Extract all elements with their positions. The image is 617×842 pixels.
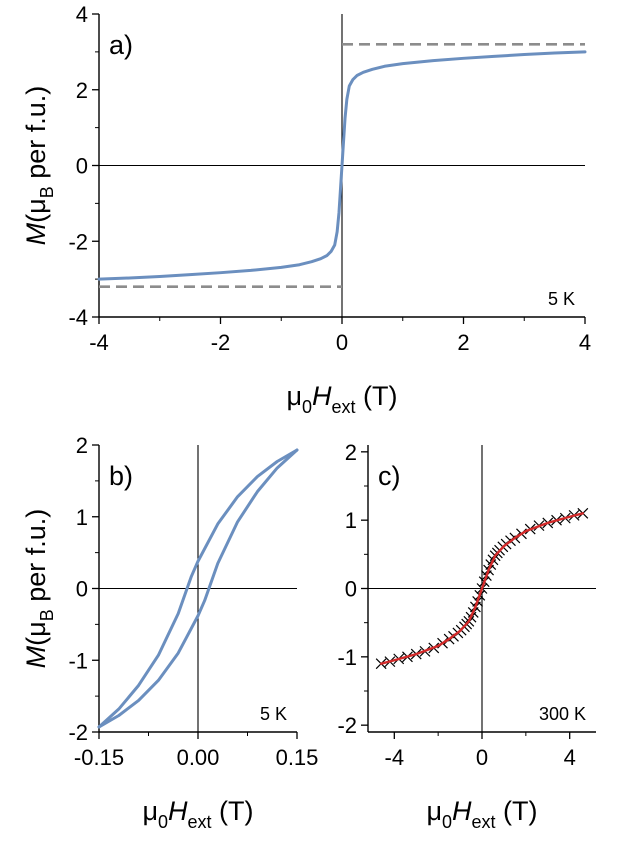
temperature-label: 300 K [539, 704, 586, 724]
series-line-ascending-branch [97, 448, 299, 729]
y-label-post: per f.u.) [21, 509, 51, 610]
x-tick-label: 0 [336, 330, 348, 355]
x-label-h-sub: ext [332, 397, 356, 417]
x-label-unit: (T) [356, 381, 398, 411]
x-label-mu: μ [426, 796, 442, 826]
y-tick-label: -1 [68, 648, 88, 673]
temperature-label: 5 K [260, 704, 287, 724]
y-tick-label: 2 [76, 78, 88, 103]
x-label-h-sub: ext [472, 812, 496, 832]
y-label-post: per f.u.) [21, 86, 51, 187]
y-tick-label: 0 [345, 577, 357, 602]
x-axis-label: μ0Hext (T) [286, 381, 397, 417]
y-label-m: M [21, 645, 51, 668]
x-tick-label: 2 [457, 330, 469, 355]
y-tick-label: -1 [337, 645, 357, 670]
y-label-sub: B [37, 609, 57, 621]
y-tick-label: -2 [337, 713, 357, 738]
x-label-h-sub: ext [188, 812, 212, 832]
x-label-mu: μ [286, 381, 302, 411]
y-tick-label: -2 [68, 720, 88, 745]
x-axis-label: μ0Hext (T) [426, 796, 537, 832]
y-label-paren: (μ [21, 198, 51, 223]
x-label-mu-sub: 0 [442, 812, 452, 832]
y-tick-label: 0 [76, 154, 88, 179]
x-tick-label: -4 [385, 745, 405, 770]
series-line-fit [379, 512, 585, 665]
x-tick-label: -4 [89, 330, 109, 355]
x-tick-label: 0 [476, 745, 488, 770]
y-tick-label: -2 [68, 229, 88, 254]
y-tick-label: 2 [345, 440, 357, 465]
y-tick-label: -4 [68, 305, 88, 330]
panel-label: b) [109, 461, 133, 491]
temperature-label: 5 K [548, 289, 575, 309]
y-tick-label: 2 [76, 433, 88, 458]
panel-label: a) [109, 30, 133, 60]
y-tick-label: 0 [76, 577, 88, 602]
series-line-descending-branch [97, 448, 299, 729]
x-label-h: H [168, 796, 188, 826]
y-axis-label: M(μB per f.u.) [21, 86, 57, 246]
x-tick-label: 4 [579, 330, 591, 355]
series-line-M(H)-5-K [97, 50, 587, 281]
x-tick-label: 0.00 [177, 745, 220, 770]
x-tick-label: -2 [211, 330, 231, 355]
y-tick-label: 1 [76, 505, 88, 530]
y-tick-label: 1 [345, 508, 357, 533]
x-label-mu-sub: 0 [158, 812, 168, 832]
x-tick-label: -0.15 [74, 745, 124, 770]
y-label-m: M [21, 222, 51, 245]
x-label-h: H [312, 381, 332, 411]
x-label-mu: μ [142, 796, 158, 826]
y-tick-label: 4 [76, 2, 88, 27]
x-label-h: H [452, 796, 472, 826]
x-label-unit: (T) [212, 796, 254, 826]
x-tick-label: 4 [564, 745, 576, 770]
x-tick-label: 0.15 [276, 745, 319, 770]
x-label-unit: (T) [496, 796, 538, 826]
y-label-paren: (μ [21, 621, 51, 646]
y-axis-label: M(μB per f.u.) [21, 509, 57, 669]
panel-label: c) [378, 461, 401, 491]
x-label-mu-sub: 0 [302, 397, 312, 417]
x-axis-label: μ0Hext (T) [142, 796, 253, 832]
y-label-sub: B [37, 186, 57, 198]
